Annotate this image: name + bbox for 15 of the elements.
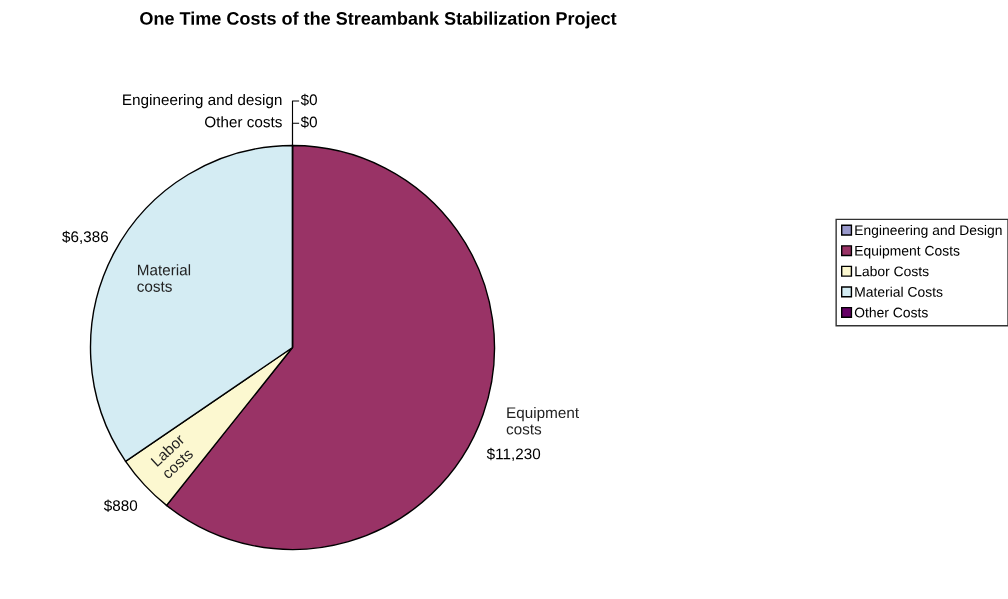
text: Engineering and design	[123, 93, 282, 109]
text: $0	[300, 93, 317, 107]
text: $0	[300, 115, 317, 129]
legend-label: Material Costs	[855, 286, 943, 297]
data-label: $880	[103, 499, 138, 512]
data-label: $11,230	[486, 447, 541, 462]
text: Other costs	[205, 116, 282, 128]
chart-title: One Time Costs of the Streambank Stabilization Project	[140, 11, 617, 29]
data-label: $6,386	[62, 230, 109, 244]
legend-label: Equipment Costs	[855, 245, 960, 259]
legend-label: Other Costs	[854, 307, 928, 318]
legend-label: Labor Costs	[855, 266, 929, 277]
legend-label: Engineering and Design	[855, 224, 1002, 238]
text: Equipment costs	[506, 406, 579, 435]
text: Material costs	[137, 264, 191, 292]
